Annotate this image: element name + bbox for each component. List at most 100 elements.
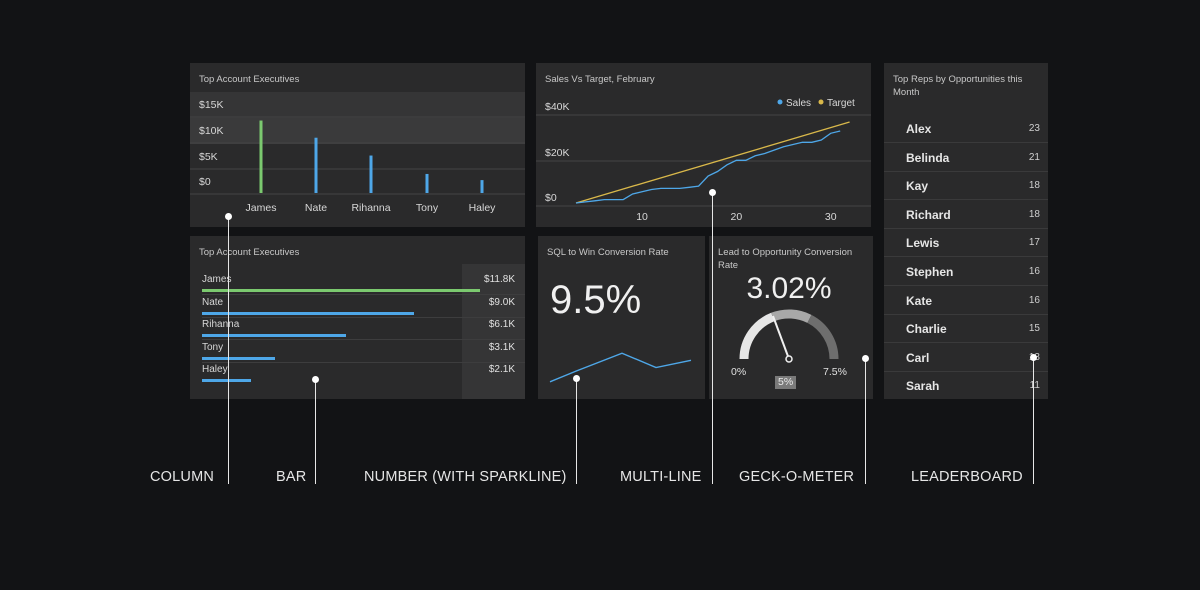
leaderboard-widget-title: Top Reps by Opportunities this Month <box>893 74 1023 98</box>
leaderboard-name: Richard <box>906 207 951 222</box>
line-series-target <box>575 121 850 204</box>
leaderboard-name: Stephen <box>906 265 954 279</box>
gauge-mid-label: 5% <box>775 376 797 389</box>
leaderboard-value: 23 <box>1028 123 1040 134</box>
leaderboard-name: Charlie <box>906 322 947 337</box>
gauge-value: 3.02% <box>746 272 832 305</box>
leaderboard-value: 18 <box>1028 208 1040 220</box>
bar-row-bar <box>202 289 480 292</box>
legend-swatch <box>818 99 824 105</box>
leaderboard-name: Alex <box>906 122 932 136</box>
bar-row-label: Nate <box>202 296 224 308</box>
bar-row-bar <box>202 311 415 315</box>
bar-value-column <box>462 264 525 399</box>
leaderboard-value: 21 <box>1028 151 1040 163</box>
column-x-label: Nate <box>305 202 327 214</box>
column-annotation: COLUMN <box>150 469 215 485</box>
leaderboard-row: Kate 16 <box>884 286 1048 315</box>
number-widget-title: SQL to Win Conversion Rate <box>547 247 669 258</box>
gauge-arc-remaining <box>807 314 839 360</box>
column-widget[interactable]: Top Account Executives $15K $10K $5K $0 Jame… <box>190 63 525 227</box>
bar-row-divider <box>202 316 525 318</box>
bar-row-value: $6.1K <box>488 319 515 330</box>
leaderboard-annotation: LEADERBOARD <box>911 469 1023 485</box>
geckometer-annotation: GECK-O-METER <box>739 469 855 485</box>
bar-row-bar <box>202 356 276 360</box>
bar-chart: James $11.8K Nate $9.0K Rihanna $6.1K Tony $3.1… <box>190 236 525 399</box>
leaderboard-widget[interactable]: Top Reps by Opportunities this Month Ale… <box>884 63 1048 399</box>
gauge-arc-mid <box>771 309 812 324</box>
leaderboard-value: 15 <box>1028 323 1040 335</box>
multiline-widget[interactable]: Sales Vs Target, February $40K $20K $0 10 20… <box>536 63 871 227</box>
bar-annotation: BAR <box>276 469 307 485</box>
column-band <box>190 92 525 118</box>
column-annotation-dot <box>225 213 232 220</box>
gauge-pivot <box>785 355 793 363</box>
column-x-label: James <box>246 202 277 214</box>
geckometer-annotation-dot <box>862 355 869 362</box>
gauge-needle <box>772 315 790 360</box>
leaderboard-row: Kay 18 <box>884 171 1048 201</box>
number-annotation: NUMBER (WITH SPARKLINE) <box>364 469 567 485</box>
bar-row-bar <box>202 379 252 382</box>
leaderboard-row: Lewis 17 <box>884 228 1048 258</box>
line-x-tick: 30 <box>825 211 837 223</box>
gauge-widget-title: Lead to Opportunity Conversion Rate <box>718 247 853 271</box>
leaderboard-row: Sarah 11 <box>884 371 1048 399</box>
sparkline-path <box>549 352 692 383</box>
column-band <box>190 118 525 144</box>
column-bar <box>480 180 484 193</box>
bar-row-value: $3.1K <box>488 341 515 353</box>
leaderboard-value: 18 <box>1028 180 1040 192</box>
number-widget[interactable]: SQL to Win Conversion Rate 9.5% <box>538 236 705 399</box>
gauge-max-label: 7.5% <box>823 366 847 378</box>
column-bar <box>259 120 263 193</box>
column-y-tick: $10K <box>199 125 224 137</box>
bar-row-divider <box>202 294 525 295</box>
number-annotation-dot <box>573 375 580 382</box>
bar-row-value: $2.1K <box>488 364 515 375</box>
bar-row-label: Haley <box>202 364 228 375</box>
leaderboard-name: Lewis <box>906 236 940 251</box>
leaderboard-annotation-dot <box>1030 354 1037 361</box>
leaderboard-value: 16 <box>1028 294 1040 306</box>
multiline-annotation-dot <box>709 189 716 196</box>
bar-annotation-dot <box>312 376 319 383</box>
column-y-tick: $5K <box>199 151 218 163</box>
bar-row-divider <box>202 361 525 363</box>
column-x-label: Rihanna <box>351 202 390 214</box>
column-y-tick: $15K <box>199 99 224 111</box>
bar-row-label: Tony <box>202 341 224 353</box>
bar-widget[interactable]: Top Account Executives James $11.8K Nate $9… <box>190 236 525 399</box>
legend-label: Sales <box>786 98 811 109</box>
line-x-tick: 20 <box>731 211 743 223</box>
gauge-widget[interactable]: Lead to Opportunity Conversion Rate 3.02… <box>709 236 873 399</box>
leaderboard-row: Charlie 15 <box>884 314 1048 344</box>
multiline-annotation: MULTI-LINE <box>620 469 702 485</box>
line-y-tick: $0 <box>545 192 557 204</box>
bar-row-divider <box>202 339 525 340</box>
leaderboard-name: Sarah <box>906 379 940 394</box>
leaderboard-name: Kay <box>906 179 929 194</box>
bar-row-bar <box>202 334 346 337</box>
number-value: 9.5% <box>550 278 642 322</box>
bar-row-value: $11.8K <box>484 274 515 285</box>
column-bar <box>369 155 373 193</box>
line-x-tick: 10 <box>636 211 648 223</box>
column-x-label: Haley <box>469 202 497 214</box>
bar-row-label: James <box>202 274 232 285</box>
leaderboard-name: Carl <box>906 350 930 365</box>
leaderboard-value: 17 <box>1028 237 1040 249</box>
bar-row-value: $9.0K <box>488 296 515 308</box>
column-x-label: Tony <box>416 202 439 214</box>
leaderboard-row: Carl13 <box>884 343 1048 372</box>
gauge-arc-filled <box>739 312 775 360</box>
legend-swatch <box>777 99 783 105</box>
multiline-chart: $40K $20K $0 10 20 30 Sales Target <box>536 98 871 223</box>
multiline-widget-title: Sales Vs Target, February <box>545 74 655 85</box>
leaderboard-row: Stephen 16 <box>884 257 1048 286</box>
column-bar <box>425 173 429 193</box>
leaderboard-row: Alex 23 <box>884 114 1048 143</box>
line-y-tick: $40K <box>545 101 570 113</box>
leaderboard-value: 11 <box>1029 380 1040 392</box>
